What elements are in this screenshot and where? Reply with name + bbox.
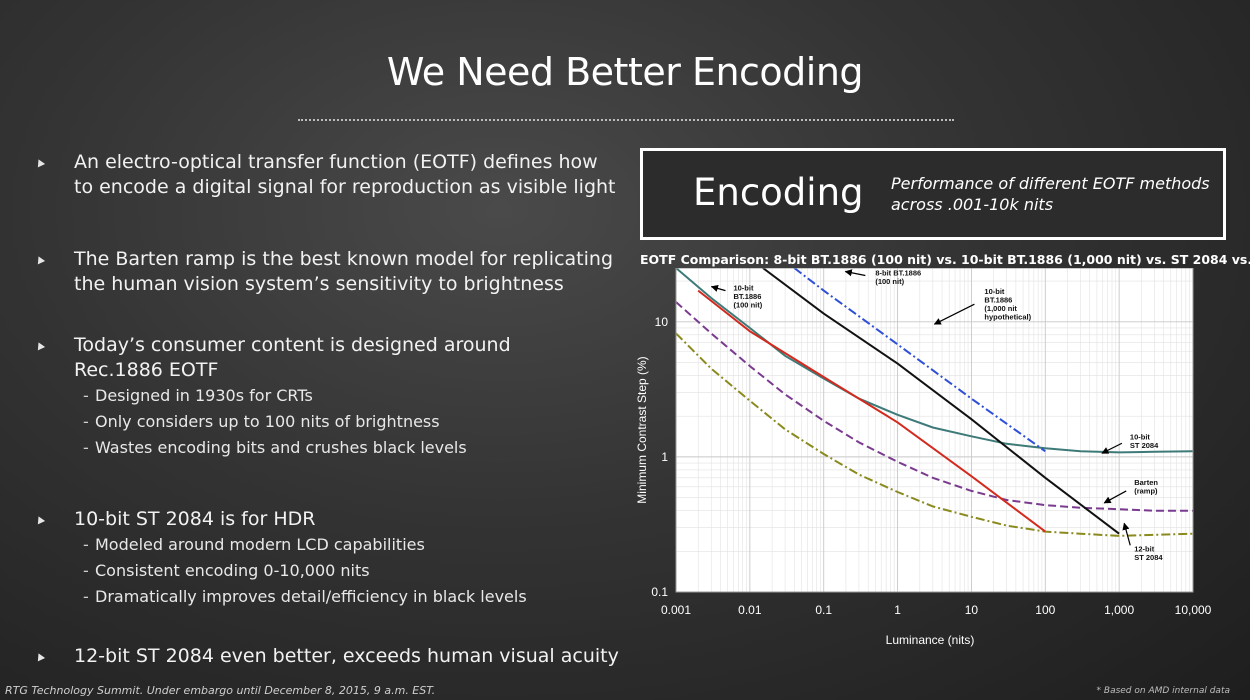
sub-bullet: - Only considers up to 100 nits of bright… [83,412,440,431]
bullet-text: 12-bit ST 2084 even better, exceeds huma… [74,644,626,669]
bullet-text: Today’s consumer content is designed aro… [74,333,626,383]
bullet-line: 12-bit ST 2084 even better, exceeds huma… [74,645,619,667]
bullet-text: The Barten ramp is the best known model … [74,247,626,297]
bullet-line: to encode a digital signal for reproduct… [74,176,616,198]
bullet-st2084-10bit: 10-bit ST 2084 is for HDR - Modeled aroun… [34,507,626,610]
grid [675,268,1194,593]
bullet-eotf: An electro-optical transfer function (EO… [34,150,626,200]
annotation-label: Barten (ramp) [1134,478,1158,496]
series-line-3 [697,289,1046,533]
eotf-chart: 10-bit BT.1886 (100 nit) 8-bit BT.1886 (100 … [635,268,1212,647]
annotation-label: 10-bit ST 2084 [1130,432,1159,450]
x-tick-label: 10 [965,603,979,617]
bullet-barten: The Barten ramp is the best known model … [34,247,626,297]
sub-bullet: - Modeled around modern LCD capabilities [83,535,425,554]
annotation-arrow [710,284,726,292]
x-tick-label: 1 [894,603,901,617]
x-tick-label: 0.001 [661,603,691,617]
y-axis-label: Minimum Contrast Step (%) [635,356,649,503]
bullet-triangle-icon [34,514,46,525]
series-line-1 [675,301,1193,512]
sub-bullet: - Wastes encoding bits and crushes black … [83,438,467,457]
sub-bullet-text: Dramatically improves detail/efficiency … [95,587,527,606]
panel-heading: Encoding [693,171,864,214]
sub-bullet: - Dramatically improves detail/efficiency… [83,587,527,606]
bullet-triangle-icon [34,157,46,168]
annotation-arrow [844,269,866,277]
footer-embargo: RTG Technology Summit. Under embargo unt… [5,684,436,697]
annotation-label: 10-bit BT.1886 (100 nit) [733,284,762,310]
panel-description: Performance of different EOTF methods ac… [891,173,1211,215]
x-tick-label: 10,000 [1175,603,1212,617]
bullet-triangle-icon [34,340,46,351]
bullet-text: An electro-optical transfer function (EO… [74,150,626,200]
bullet-triangle-icon [34,651,46,662]
annotation-label: 10-bit BT.1886 (1,000 nit hypothetical) [984,287,1031,322]
bullet-line: The Barten ramp is the best known model … [74,248,614,270]
title-divider [298,119,954,121]
sub-bullet: - Designed in 1930s for CRTs [83,386,313,405]
bullet-line: the human vision system’s sensitivity to… [74,273,564,295]
annotation-label: 12-bit ST 2084 [1134,544,1163,562]
sub-bullet: - Consistent encoding 0-10,000 nits [83,561,370,580]
x-axis-label: Luminance (nits) [886,633,975,647]
sub-bullet-text: Only considers up to 100 nits of brightn… [95,412,440,431]
panel-description-line: across .001-10k nits [891,195,1054,214]
chart-title: EOTF Comparison: 8-bit BT.1886 (100 nit)… [640,252,1250,267]
plot-frame [675,268,1194,593]
series-line-4 [793,268,1046,453]
annotation-label: 8-bit BT.1886 (100 nit) [875,269,921,287]
annotation-arrow [1103,490,1127,504]
bullet-st2084-12bit: 12-bit ST 2084 even better, exceeds huma… [34,644,626,669]
annotation-arrow [1122,522,1131,546]
x-tick-label: 1,000 [1104,603,1134,617]
bullet-triangle-icon [34,254,46,265]
encoding-panel: Encoding Performance of different EOTF m… [640,148,1226,240]
sub-bullet-text: Wastes encoding bits and crushes black l… [95,438,467,457]
annotation-arrow [1101,442,1123,454]
y-tick-label: 10 [655,315,669,329]
x-tick-label: 0.01 [738,603,762,617]
bullet-line: An electro-optical transfer function (EO… [74,151,598,173]
panel-description-line: Performance of different EOTF methods [891,174,1210,193]
sub-bullet-text: Designed in 1930s for CRTs [95,386,313,405]
footer-note: * Based on AMD internal data [1096,686,1230,696]
bullet-line: Rec.1886 EOTF [74,359,219,381]
x-tick-label: 100 [1035,603,1055,617]
annotation-group: 10-bit BT.1886 (100 nit) 8-bit BT.1886 (100 … [710,269,1163,562]
series-line-5 [762,268,1120,535]
sub-bullet-text: Consistent encoding 0-10,000 nits [95,561,370,580]
annotation-arrow [933,303,975,325]
plot-area [676,268,1193,592]
bullet-line: Today’s consumer content is designed aro… [74,334,511,356]
series-line-2 [675,332,1194,537]
sub-bullet-text: Modeled around modern LCD capabilities [95,535,425,554]
tick-labels: 0.001 0.01 0.1 1 10 100 1,000 10,000 0.1 1 10 [651,315,1211,617]
bullet-line: 10-bit ST 2084 is for HDR [74,508,316,530]
series-group [675,268,1194,593]
slide-title: We Need Better Encoding [386,50,864,94]
bullet-rec1886: Today’s consumer content is designed aro… [34,333,626,461]
x-tick-label: 0.1 [815,603,832,617]
y-tick-label: 0.1 [651,585,668,599]
bullet-text: 10-bit ST 2084 is for HDR [74,507,626,532]
y-tick-label: 1 [661,450,668,464]
